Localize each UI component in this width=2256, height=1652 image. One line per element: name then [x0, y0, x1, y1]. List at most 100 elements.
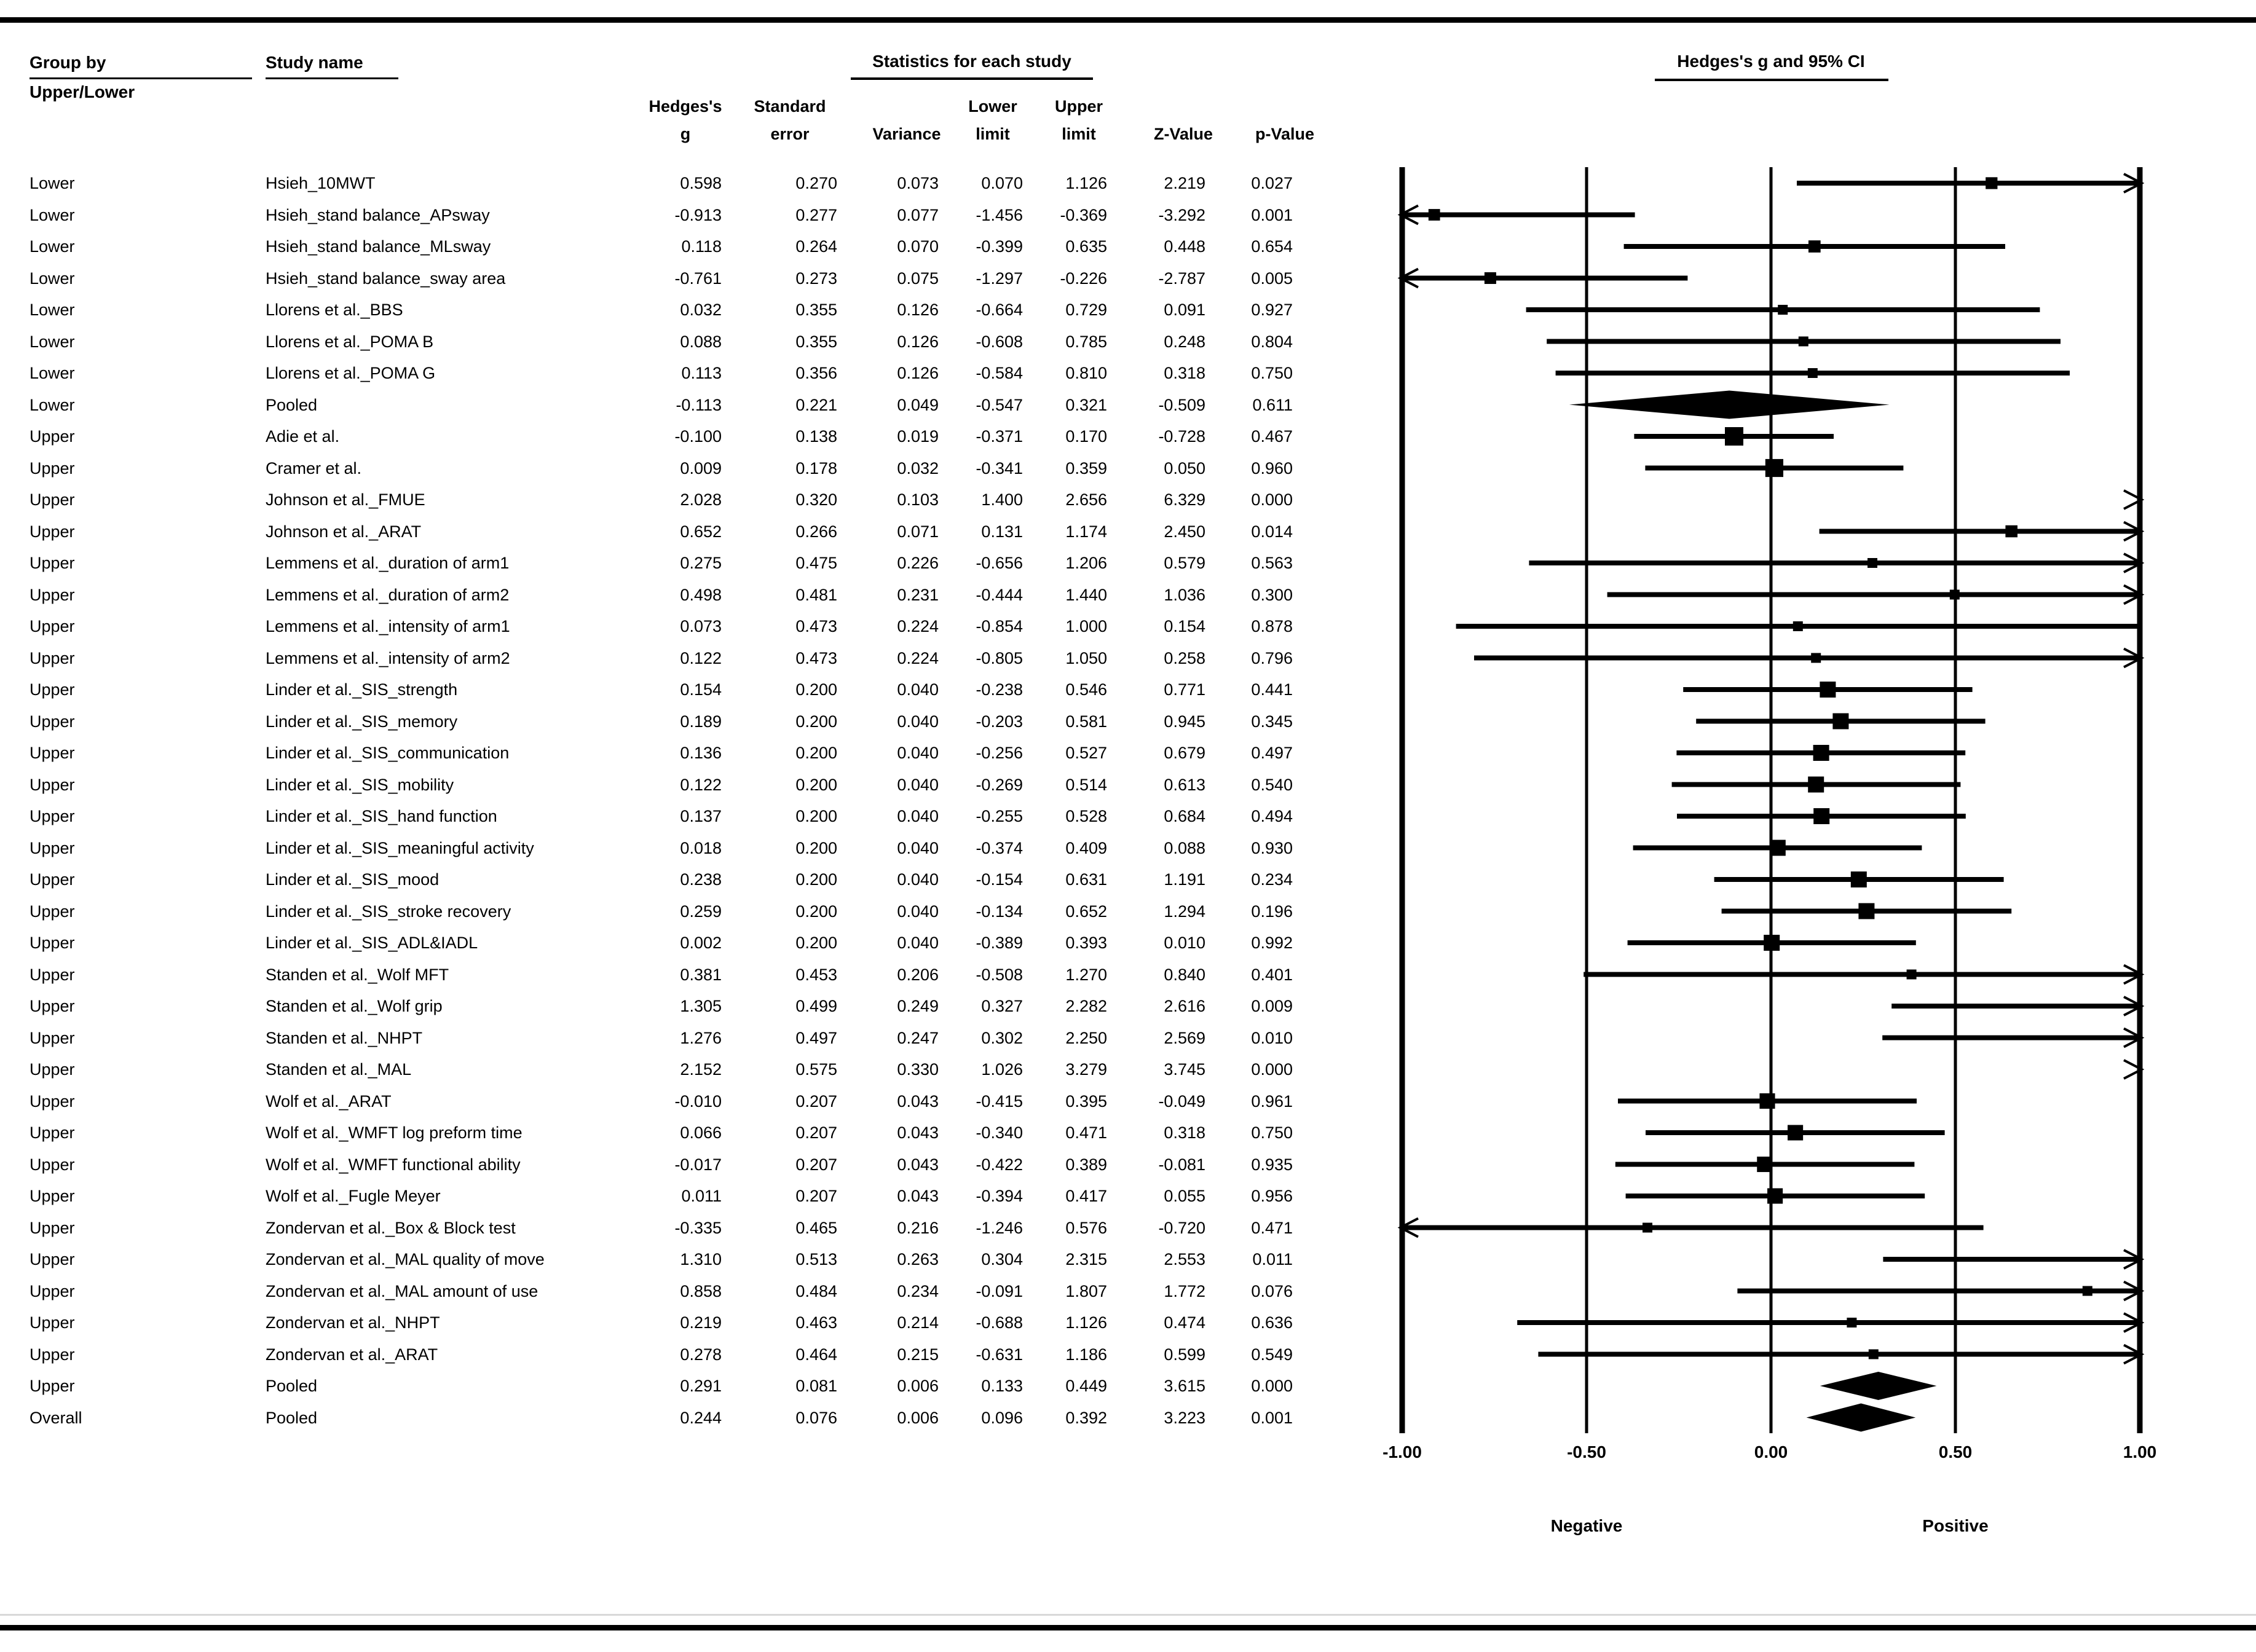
group-cell: Upper [30, 902, 75, 921]
effect-box [1428, 209, 1440, 221]
variance-cell: 0.071 [897, 522, 939, 541]
z-cell: 3.745 [1164, 1060, 1205, 1079]
study-cell: Johnson et al._FMUE [266, 490, 425, 509]
lower-cell: -0.091 [976, 1281, 1023, 1300]
column-header: Variance [872, 125, 941, 143]
effect-box [1788, 1125, 1804, 1141]
g-cell: 1.305 [680, 997, 722, 1015]
g-cell: 0.011 [681, 1187, 722, 1205]
group-cell: Upper [30, 1281, 75, 1300]
study-cell: Linder et al._SIS_memory [266, 712, 458, 731]
p-cell: 0.010 [1251, 1028, 1293, 1047]
effect-box [1793, 621, 1803, 631]
g-cell: 0.002 [680, 934, 722, 952]
column-header: p-Value [1255, 125, 1315, 143]
z-cell: 0.448 [1164, 237, 1205, 256]
p-cell: 0.345 [1251, 712, 1293, 731]
study-name-underline [266, 77, 398, 79]
variance-cell: 0.049 [897, 395, 939, 414]
lower-cell: -0.805 [976, 648, 1023, 667]
pooled-diamond [1820, 1372, 1937, 1400]
ci-arrow-right-icon [2123, 173, 2145, 194]
effect-box [1798, 336, 1808, 347]
positive-label: Positive [1922, 1516, 1988, 1535]
effect-box [1847, 1318, 1857, 1328]
z-cell: 0.684 [1164, 807, 1205, 825]
group-cell: Upper [30, 775, 75, 794]
p-cell: 0.234 [1251, 870, 1293, 889]
p-cell: 0.935 [1251, 1155, 1293, 1174]
upper-cell: 0.409 [1065, 838, 1107, 857]
g-cell: 0.032 [680, 301, 722, 319]
effect-box [1906, 969, 1917, 980]
upper-cell: 1.440 [1065, 585, 1107, 604]
variance-cell: 0.040 [897, 838, 939, 857]
p-cell: 0.636 [1251, 1313, 1293, 1332]
p-cell: 0.471 [1251, 1218, 1293, 1237]
stats-underline [851, 77, 1093, 80]
se-cell: 0.453 [795, 965, 837, 984]
variance-cell: 0.126 [897, 301, 939, 319]
study-cell: Johnson et al._ARAT [266, 522, 422, 541]
se-cell: 0.575 [795, 1060, 837, 1079]
variance-cell: 0.043 [897, 1123, 939, 1142]
effect-box [1832, 713, 1849, 730]
p-cell: 0.076 [1251, 1281, 1293, 1300]
z-cell: -2.787 [1158, 269, 1205, 288]
upper-cell: 0.514 [1065, 775, 1107, 794]
variance-cell: 0.040 [897, 807, 939, 825]
study-cell: Linder et al._SIS_mood [266, 870, 440, 889]
study-cell: Hsieh_stand balance_APsway [266, 205, 490, 224]
z-cell: 2.450 [1164, 522, 1205, 541]
effect-box [1986, 177, 1998, 189]
p-cell: 0.001 [1251, 1408, 1293, 1427]
se-cell: 0.266 [795, 522, 837, 541]
top-rule [0, 17, 2256, 23]
z-cell: 3.223 [1164, 1408, 1205, 1427]
z-cell: 0.055 [1164, 1187, 1205, 1205]
ci-arrow-left-icon [1397, 1217, 1419, 1238]
group-cell: Upper [30, 1028, 75, 1047]
effect-box [1769, 840, 1786, 856]
stats-header: Statistics for each study [872, 52, 1071, 71]
effect-box [1858, 903, 1875, 919]
g-cell: 0.275 [680, 554, 722, 572]
effect-box [2082, 1286, 2092, 1296]
upper-cell: 0.785 [1065, 332, 1107, 351]
g-cell: 0.291 [680, 1377, 722, 1395]
g-cell: 0.189 [680, 712, 722, 731]
group-cell: Upper [30, 1187, 75, 1205]
upper-cell: 0.393 [1065, 934, 1107, 952]
study-name-label: Study name [266, 53, 363, 72]
g-cell: 0.219 [680, 1313, 722, 1332]
variance-cell: 0.040 [897, 744, 939, 762]
effect-box [1868, 1349, 1879, 1359]
se-cell: 0.200 [795, 775, 837, 794]
g-cell: 0.498 [680, 585, 722, 604]
g-cell: 0.113 [681, 364, 722, 382]
se-cell: 0.200 [795, 934, 837, 952]
z-cell: 2.569 [1164, 1028, 1205, 1047]
variance-cell: 0.330 [897, 1060, 939, 1079]
se-cell: 0.463 [795, 1313, 837, 1332]
lower-cell: -0.656 [976, 554, 1023, 572]
upper-cell: 2.315 [1065, 1250, 1107, 1268]
lower-cell: 1.026 [981, 1060, 1023, 1079]
se-cell: 0.320 [795, 490, 837, 509]
lower-cell: -0.374 [976, 838, 1023, 857]
p-cell: 0.956 [1251, 1187, 1293, 1205]
group-by-value: Upper/Lower [30, 82, 135, 101]
g-cell: 0.018 [680, 838, 722, 857]
g-cell: 2.152 [680, 1060, 722, 1079]
ci-arrow-right-icon [2123, 964, 2145, 985]
upper-cell: 1.807 [1065, 1281, 1107, 1300]
p-cell: 0.927 [1251, 301, 1293, 319]
p-cell: 0.009 [1251, 997, 1293, 1015]
upper-cell: 0.581 [1065, 712, 1107, 731]
z-cell: 1.294 [1164, 902, 1205, 921]
lower-cell: 0.070 [981, 174, 1023, 192]
z-cell: 0.091 [1164, 301, 1205, 319]
g-cell: -0.017 [674, 1155, 722, 1174]
p-cell: 0.563 [1251, 554, 1293, 572]
group-cell: Upper [30, 1250, 75, 1268]
